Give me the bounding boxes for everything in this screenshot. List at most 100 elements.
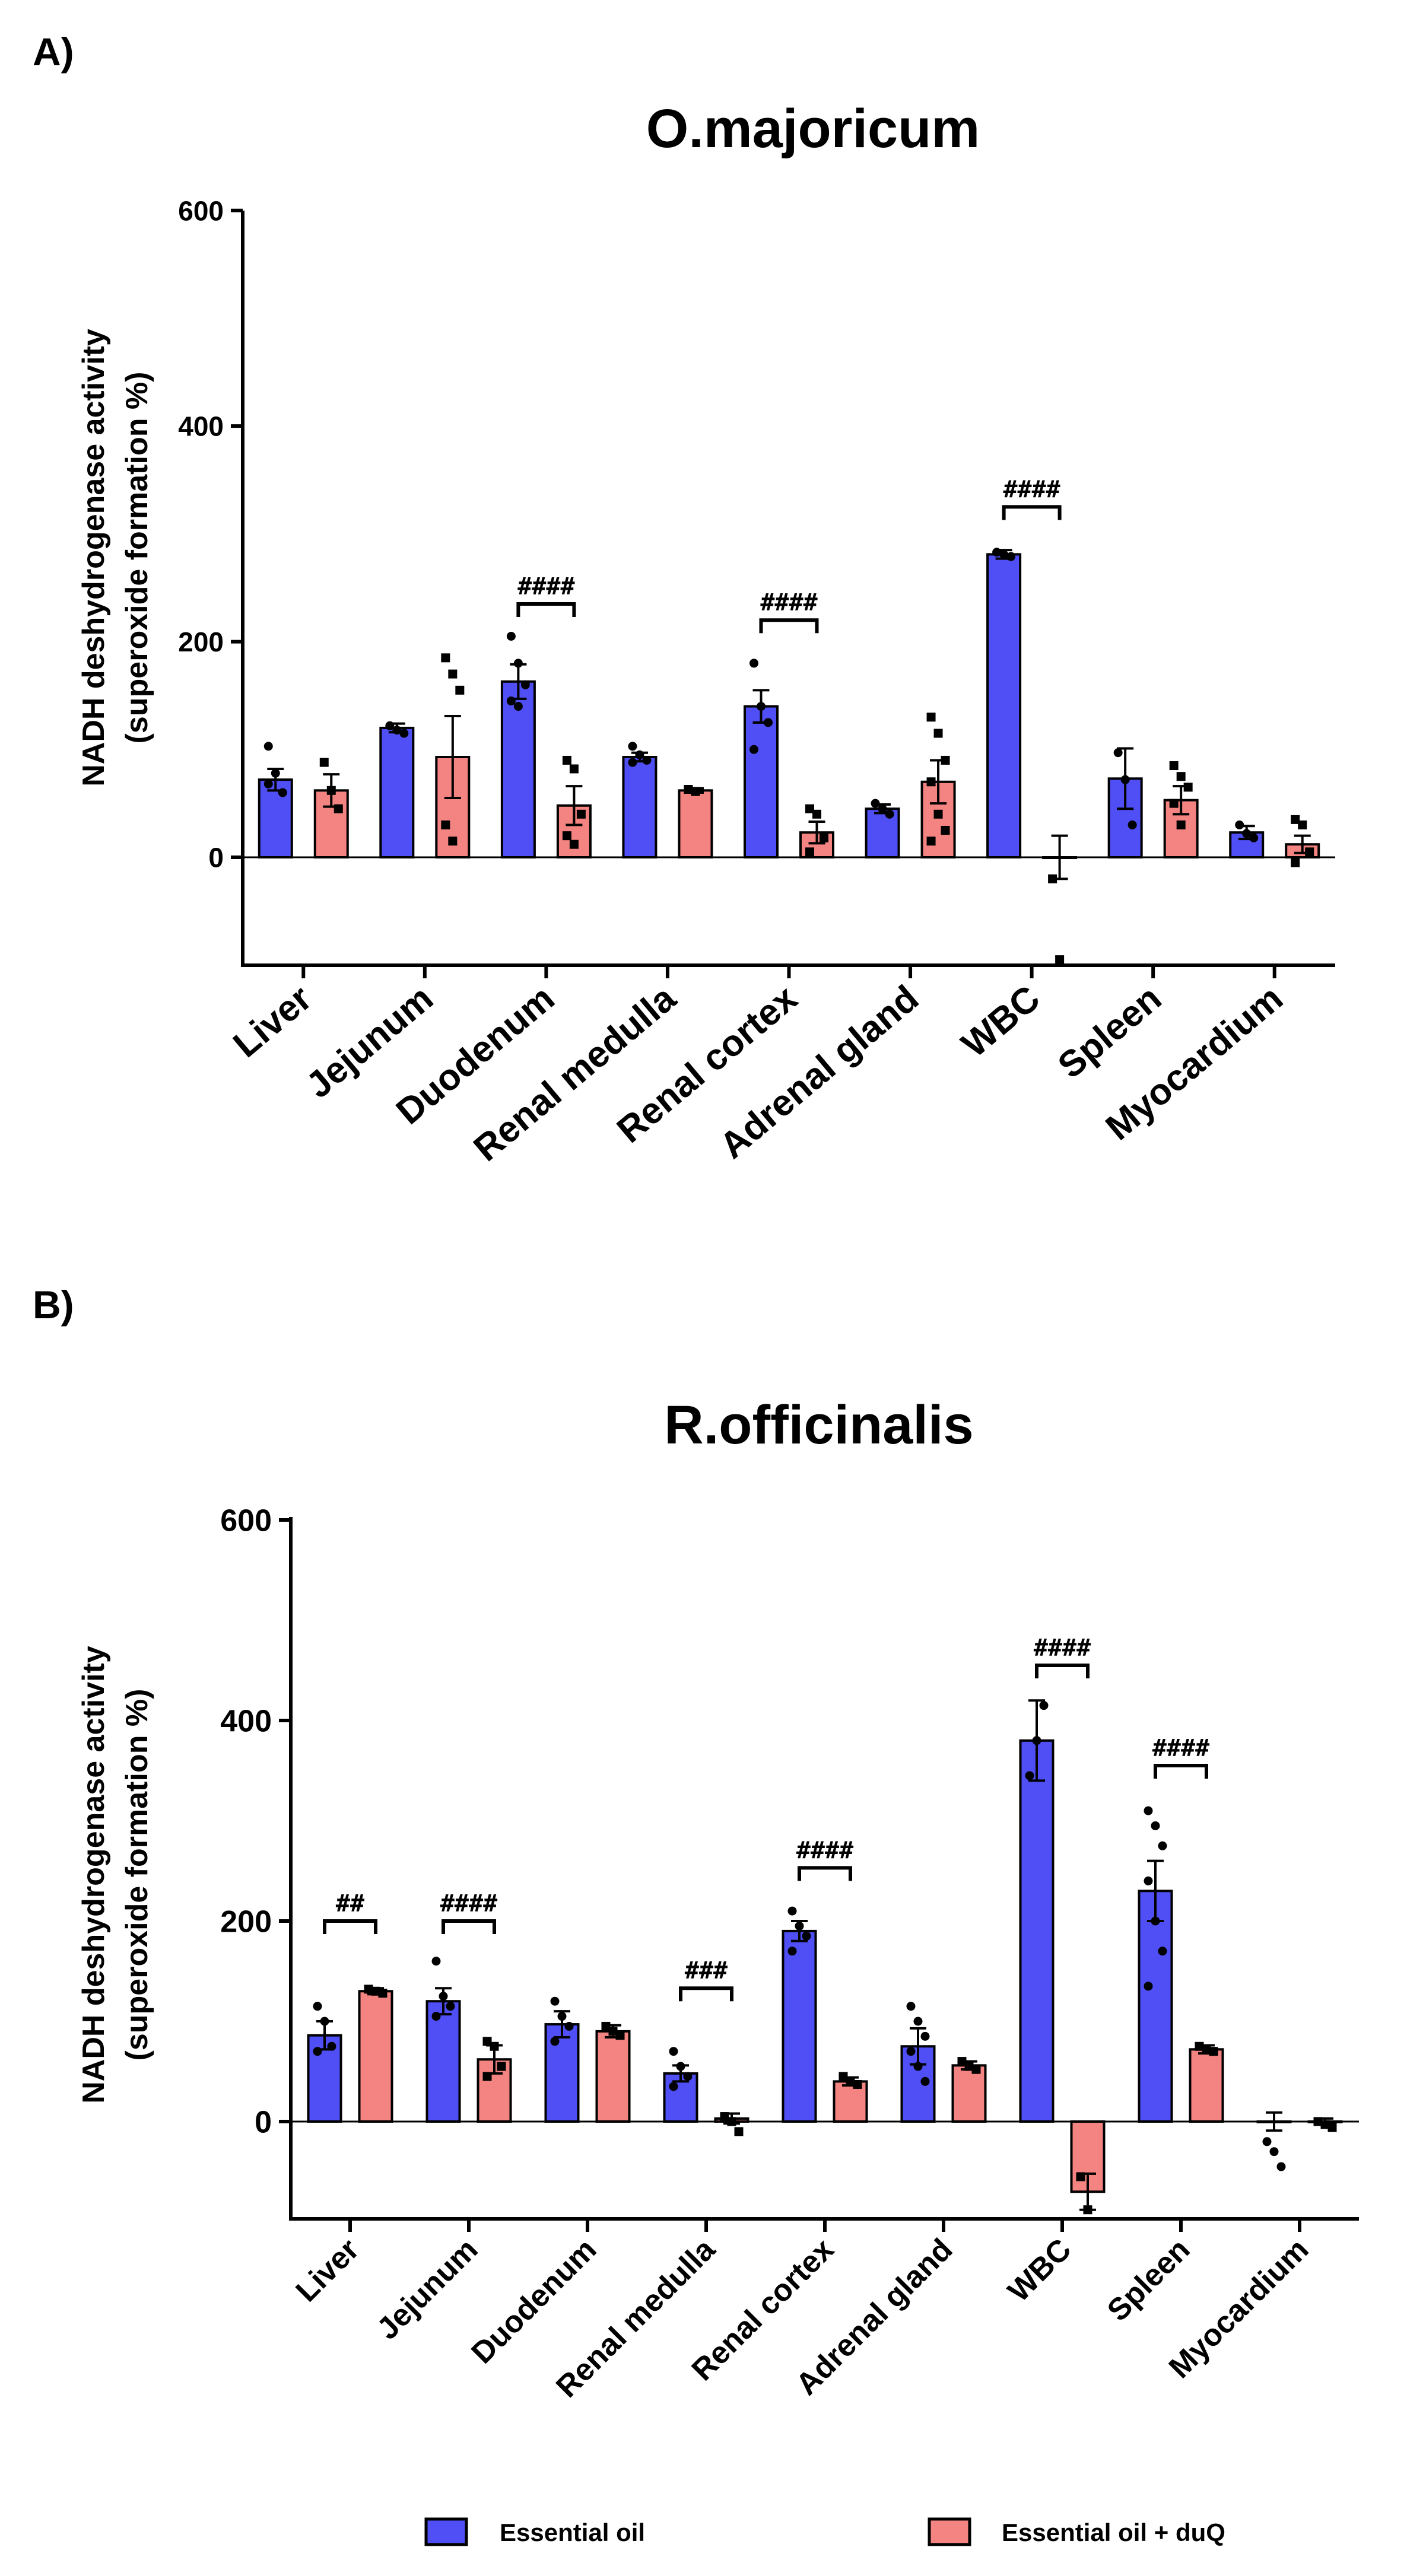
panel-a-point-renal-medulla xyxy=(642,755,652,765)
panel-b-point-wbc xyxy=(1076,2172,1085,2181)
panel-b-point-wbc xyxy=(1032,1736,1041,1745)
panel-a-point-duodenum xyxy=(562,831,571,841)
panel-a-point-renal-medulla xyxy=(635,750,644,759)
panel-b-bar-liver-essential-oil-duq xyxy=(358,1990,393,2123)
panel-b-point-renal-medulla xyxy=(720,2112,729,2122)
panel-a-bar-renal-medulla-essential-oil xyxy=(622,756,658,859)
panel-b-point-jejunum xyxy=(439,1992,448,2001)
panel-b-point-adrenal-gland xyxy=(906,2047,916,2056)
panel-a-point-duodenum xyxy=(562,755,571,765)
panel-b-point-spleen xyxy=(1158,1947,1167,1956)
panel-a-point-spleen xyxy=(1176,772,1186,781)
panel-b-point-jejunum xyxy=(497,2062,506,2071)
panel-a-bar-duodenum-essential-oil xyxy=(500,680,536,858)
panel-b-point-wbc xyxy=(1083,2205,1092,2215)
panel-a-point-renal-cortex xyxy=(805,847,814,857)
panel-a-category-label-spleen: Spleen xyxy=(1050,978,1169,1087)
panel-a-significance-label-wbc: #### xyxy=(1003,476,1060,503)
panel-a-bar-jejunum-essential-oil xyxy=(379,726,415,859)
panel-a-ytick-label: 400 xyxy=(178,411,224,442)
panel-a-point-renal-cortex xyxy=(749,659,758,668)
panel-b-point-renal-cortex xyxy=(795,1921,804,1931)
panel-a-bar-adrenal-gland-essential-oil xyxy=(865,807,900,858)
panel-b-bar-jejunum-essential-oil xyxy=(425,2000,461,2123)
panel-b-significance-bracket-wbc xyxy=(1035,1664,1090,1679)
panel-b-point-liver xyxy=(320,2017,329,2026)
panel-b-point-duodenum xyxy=(550,2037,560,2046)
legend-swatch-essential-oil-duq xyxy=(928,2517,971,2546)
panel-a-point-spleen xyxy=(1120,775,1130,784)
panel-b-significance-bracket-renal-medulla xyxy=(679,1986,733,2002)
panel-b-point-jejunum xyxy=(490,2041,499,2051)
panel-b-point-liver xyxy=(313,2002,322,2011)
panel-a-point-adrenal-gland xyxy=(926,837,936,846)
panel-a-point-renal-medulla xyxy=(628,742,637,751)
panel-b-bar-duodenum-essential-oil xyxy=(544,2023,580,2123)
panel-a-title: O.majoricum xyxy=(646,98,980,159)
panel-b-point-duodenum xyxy=(608,2027,618,2036)
panel-a-point-renal-medulla xyxy=(691,787,700,796)
panel-b-point-myocardium xyxy=(1262,2137,1272,2146)
panel-a-significance-label-renal-cortex: #### xyxy=(760,589,817,616)
panel-a-point-adrenal-gland xyxy=(926,713,936,722)
panel-a-point-duodenum xyxy=(513,702,523,711)
panel-b-point-jejunum xyxy=(482,2037,492,2046)
panel-b-chart: B) R.officinalis NADH deshydrogenase activ… xyxy=(33,1283,1359,2405)
panel-b-point-adrenal-gland xyxy=(971,2065,981,2074)
panel-a-point-jejunum xyxy=(448,837,458,846)
panel-b-significance-bracket-jejunum xyxy=(442,1919,496,1934)
panel-b-point-renal-cortex xyxy=(839,2072,848,2081)
panel-a-point-liver xyxy=(319,758,329,767)
panel-b-point-spleen xyxy=(1151,1916,1160,1926)
panel-a-point-renal-cortex xyxy=(764,718,773,727)
legend-swatch-essential-oil xyxy=(424,2517,468,2546)
panel-b-point-liver xyxy=(313,2047,322,2056)
panel-b-bar-adrenal-gland-essential-oil-duq xyxy=(951,2064,987,2123)
panel-a-point-spleen xyxy=(1169,799,1179,808)
panel-b-category-label-jejunum: Jejunum xyxy=(370,2232,484,2346)
panel-a-point-adrenal-gland xyxy=(941,755,950,765)
panel-b-title: R.officinalis xyxy=(664,1395,973,1455)
panel-b-significance-label-renal-medulla: ### xyxy=(685,1957,728,1985)
panel-b-point-myocardium xyxy=(1269,2147,1279,2157)
panel-a-point-myocardium xyxy=(1305,847,1314,857)
panel-b-significance-bracket-liver xyxy=(323,1919,377,1934)
panel-b-point-duodenum xyxy=(615,2031,625,2040)
panel-b-point-wbc xyxy=(1025,1771,1034,1780)
panel-a-point-liver xyxy=(271,768,280,778)
panel-a-point-jejunum xyxy=(455,685,465,695)
panel-b-point-spleen xyxy=(1202,2044,1211,2054)
panel-a-point-renal-medulla xyxy=(628,758,637,767)
panel-a-point-jejunum xyxy=(392,726,402,735)
panel-b-point-jejunum xyxy=(446,2002,455,2011)
panel-a-label: A) xyxy=(33,30,74,74)
panel-b-ytick-label: 400 xyxy=(220,1704,272,1739)
panel-b-point-renal-medulla xyxy=(683,2072,693,2081)
panel-a-point-adrenal-gland xyxy=(941,826,950,835)
panel-a-point-duodenum xyxy=(513,659,523,668)
panel-a-point-renal-cortex xyxy=(805,804,814,813)
panel-a-bar-renal-cortex-essential-oil xyxy=(744,705,779,858)
panel-a-point-liver xyxy=(334,804,343,813)
panel-a-point-renal-cortex xyxy=(812,809,821,819)
panel-a-ytick-label: 0 xyxy=(208,842,224,873)
panel-b-ytick-label: 600 xyxy=(220,1504,272,1538)
panel-a-bar-wbc-essential-oil xyxy=(986,553,1022,859)
panel-b-point-spleen xyxy=(1144,1806,1153,1815)
panel-b-point-spleen xyxy=(1144,1982,1153,1991)
panel-a-point-adrenal-gland xyxy=(885,809,894,819)
panel-b-bar-duodenum-essential-oil-duq xyxy=(595,2030,631,2123)
panel-b-point-renal-cortex xyxy=(787,1906,797,1916)
panel-a-point-liver xyxy=(278,788,287,797)
panel-b-point-liver xyxy=(378,1989,388,1998)
panel-b-point-duodenum xyxy=(550,1996,560,2006)
panel-b-point-renal-medulla xyxy=(676,2062,685,2071)
panel-a-point-spleen xyxy=(1169,761,1179,771)
panel-b-significance-bracket-renal-cortex xyxy=(798,1866,852,1881)
panel-a-point-duodenum xyxy=(506,697,516,706)
panel-b-label: B) xyxy=(33,1283,74,1327)
panel-a-significance-bracket-wbc xyxy=(1002,505,1062,520)
panel-b-point-myocardium xyxy=(1327,2123,1337,2132)
panel-b-point-renal-cortex xyxy=(853,2079,862,2089)
panel-a-point-jejunum xyxy=(448,669,458,679)
